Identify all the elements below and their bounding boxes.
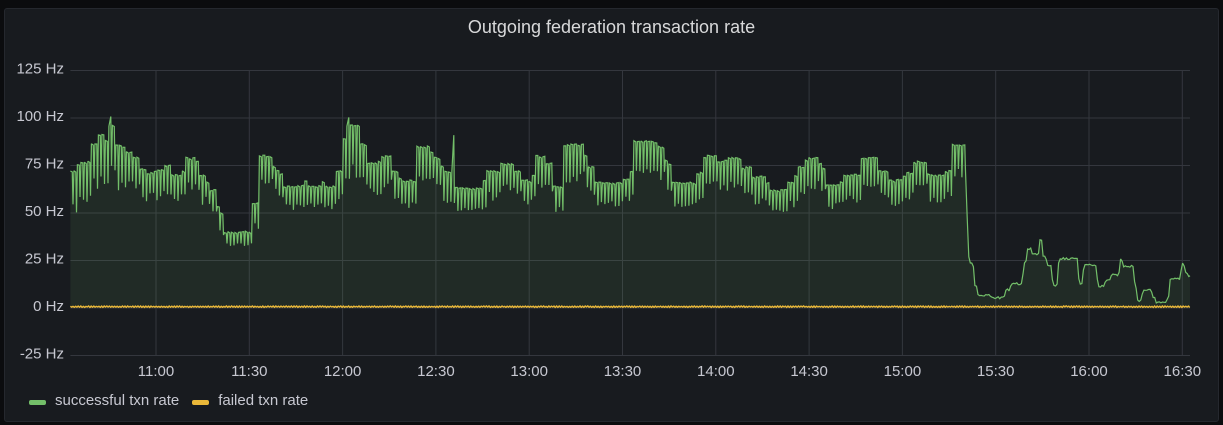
svg-text:50 Hz: 50 Hz: [25, 203, 64, 220]
svg-text:15:00: 15:00: [884, 363, 922, 380]
svg-text:0 Hz: 0 Hz: [33, 298, 64, 315]
svg-text:15:30: 15:30: [977, 363, 1015, 380]
svg-text:16:00: 16:00: [1070, 363, 1108, 380]
svg-text:16:30: 16:30: [1164, 363, 1202, 380]
svg-text:125 Hz: 125 Hz: [16, 60, 64, 77]
svg-text:14:30: 14:30: [790, 363, 828, 380]
svg-text:-25 Hz: -25 Hz: [20, 345, 64, 362]
svg-text:14:00: 14:00: [697, 363, 735, 380]
svg-text:13:30: 13:30: [604, 363, 642, 380]
svg-text:11:30: 11:30: [231, 363, 267, 380]
svg-text:25 Hz: 25 Hz: [25, 250, 64, 267]
svg-text:100 Hz: 100 Hz: [16, 108, 64, 125]
svg-text:12:00: 12:00: [324, 363, 362, 380]
svg-text:13:00: 13:00: [510, 363, 548, 380]
svg-text:75 Hz: 75 Hz: [25, 155, 64, 172]
svg-text:11:00: 11:00: [138, 363, 174, 380]
svg-text:12:30: 12:30: [417, 363, 455, 380]
